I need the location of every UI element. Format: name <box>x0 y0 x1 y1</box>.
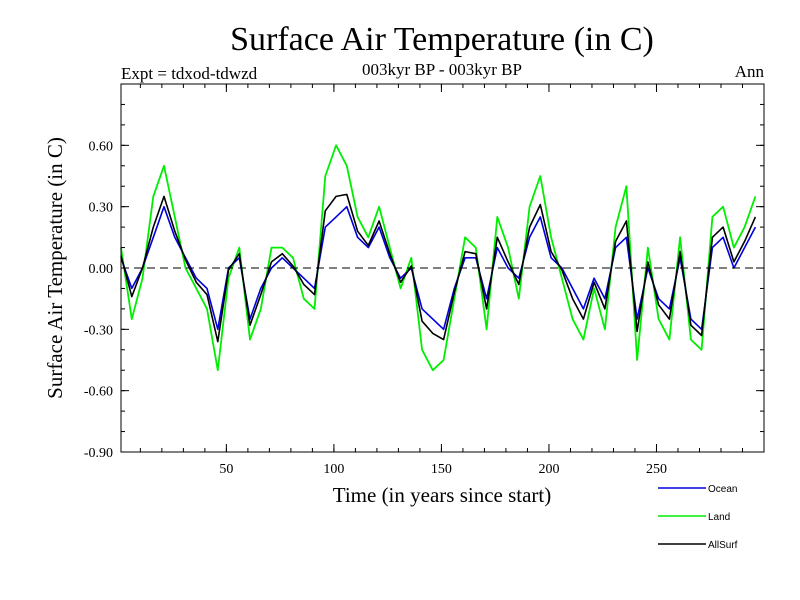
y-tick-label: -0.30 <box>84 323 113 338</box>
x-tick-label: 150 <box>431 462 452 477</box>
series-line-allsurf <box>120 193 757 343</box>
chart-title: Surface Air Temperature (in C) <box>230 21 654 58</box>
x-tick-label: 200 <box>538 462 559 477</box>
experiment-label: Expt = tdxod-tdwzd <box>121 64 258 83</box>
ticks-layer: -0.90 -0.60 -0.30 0.00 0.30 0.60 50 100 150 200 25… <box>84 83 764 477</box>
x-tick-label: 50 <box>219 462 233 477</box>
y-tick-label: 0.60 <box>89 139 114 154</box>
y-tick-label: -0.90 <box>84 446 113 461</box>
y-tick-label: 0.00 <box>89 262 114 277</box>
y-axis-label: Surface Air Temperature (in C) <box>43 137 67 399</box>
series-line-land <box>120 144 757 372</box>
x-tick-label: 250 <box>646 462 667 477</box>
chart-subtitle: 003kyr BP - 003kyr BP <box>362 60 522 79</box>
x-axis-label: Time (in years since start) <box>333 483 552 507</box>
season-label: Ann <box>735 62 765 81</box>
legend-label-land: Land <box>708 512 730 523</box>
y-tick-label: 0.30 <box>89 201 114 216</box>
legend: Ocean Land AllSurf <box>658 484 738 551</box>
y-tick-label: -0.60 <box>84 385 113 400</box>
plot-frame <box>120 83 765 453</box>
legend-label-allsurf: AllSurf <box>708 540 738 551</box>
x-tick-label: 100 <box>323 462 344 477</box>
legend-label-ocean: Ocean <box>708 484 737 495</box>
series-layer <box>120 144 757 372</box>
